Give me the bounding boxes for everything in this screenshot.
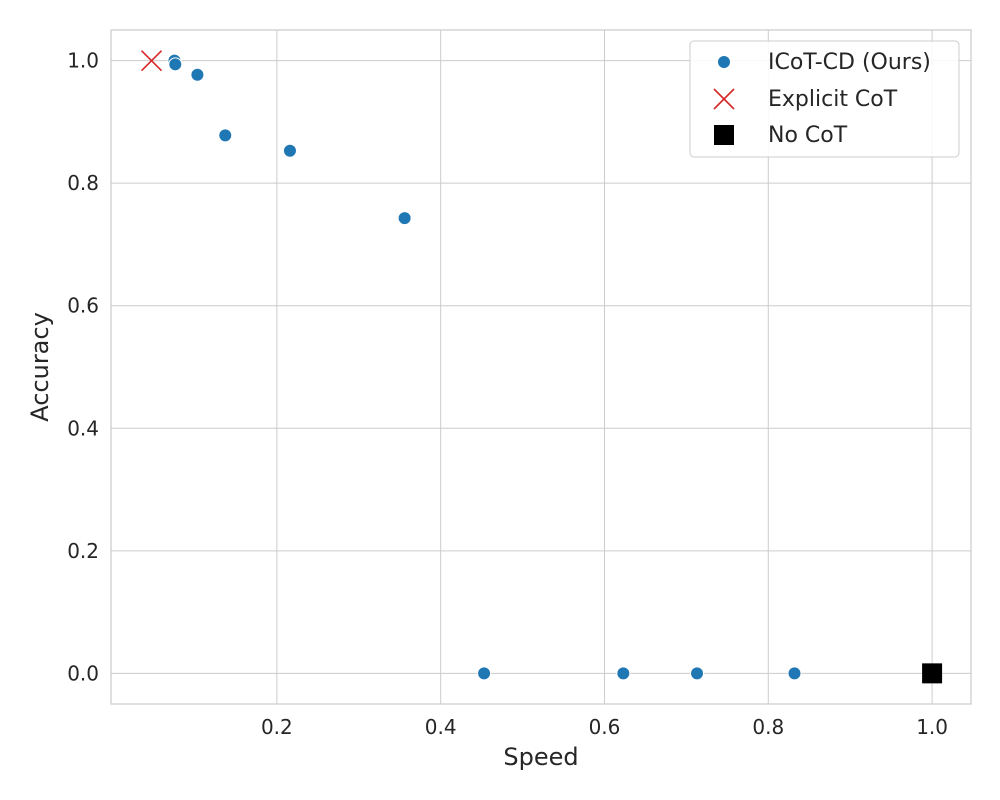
- data-point: [616, 666, 631, 681]
- data-point: [477, 666, 492, 681]
- x-tick-label: 0.4: [425, 715, 457, 739]
- legend-label-icot-cd: ICoT-CD (Ours): [768, 50, 931, 75]
- legend-markers: [713, 55, 735, 145]
- data-point: [168, 57, 183, 72]
- legend-box: [689, 40, 960, 158]
- data-points: [140, 50, 943, 684]
- data-point: [922, 663, 943, 684]
- y-tick-label: 0.4: [67, 416, 99, 440]
- data-point: [218, 128, 233, 143]
- data-point: [282, 143, 297, 158]
- data-point: [787, 666, 802, 681]
- legend-label-no-cot: No CoT: [768, 123, 848, 148]
- legend-marker: [714, 125, 734, 145]
- x-tick-label: 0.2: [261, 715, 293, 739]
- x-axis-label: Speed: [503, 743, 578, 771]
- legend-marker: [713, 88, 735, 110]
- y-tick-label: 0.2: [67, 539, 99, 563]
- y-tick-label: 0.0: [67, 661, 99, 685]
- data-point: [190, 67, 205, 82]
- legend-label-explicit-cot: Explicit CoT: [768, 87, 898, 112]
- x-tick-label: 0.8: [752, 715, 784, 739]
- y-tick-label: 0.6: [67, 294, 99, 318]
- y-tick-label: 1.0: [67, 49, 99, 73]
- legend: ICoT-CD (Ours) Explicit CoT No CoT: [689, 40, 960, 158]
- plot-frame: [110, 29, 972, 705]
- y-tick-label: 0.8: [67, 171, 99, 195]
- data-point: [140, 50, 163, 72]
- legend-marker: [717, 55, 731, 69]
- y-axis-label: Accuracy: [26, 312, 54, 422]
- tick-labels: 0.2 0.4 0.6 0.8 1.0 0.0 0.2 0.4 0.6 0.8 1.0: [67, 49, 948, 739]
- x-tick-label: 0.6: [589, 715, 621, 739]
- x-tick-label: 1.0: [916, 715, 948, 739]
- data-point: [397, 211, 412, 226]
- data-point: [690, 666, 705, 681]
